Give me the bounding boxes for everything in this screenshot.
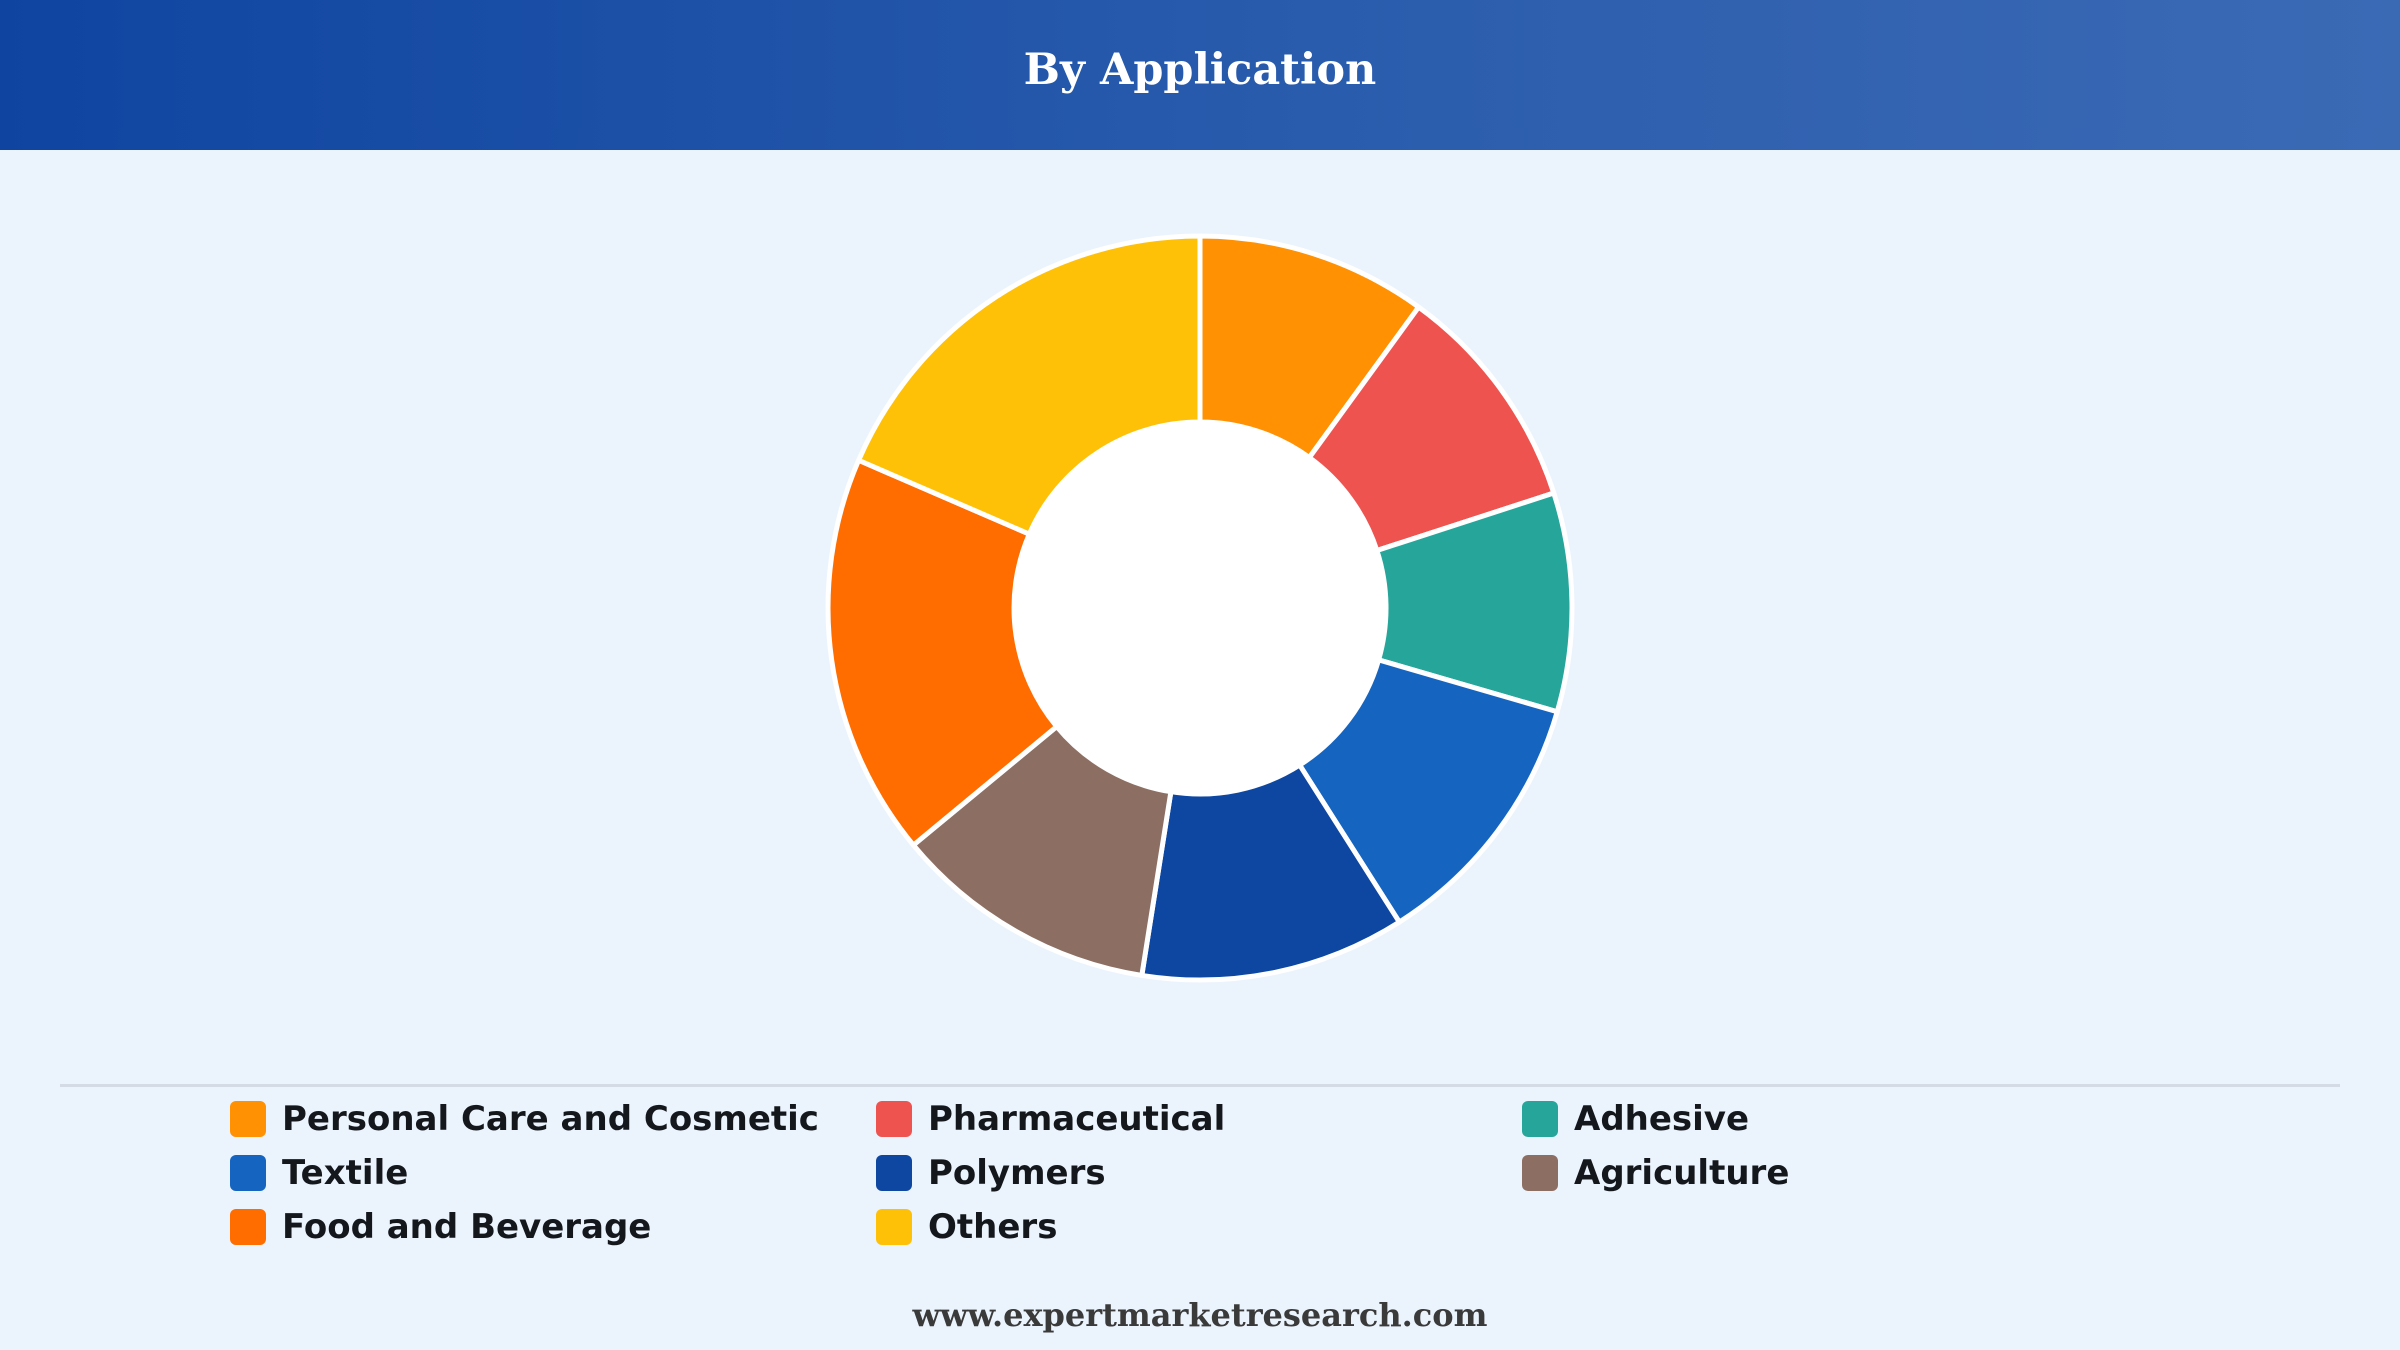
legend-label: Pharmaceutical [928, 1099, 1226, 1139]
legend-label: Textile [282, 1153, 409, 1193]
donut-slice-polymers[interactable] [1139, 762, 1402, 983]
legend-swatch [230, 1101, 266, 1137]
chart-area [0, 150, 2400, 1070]
source-footer: www.expertmarketresearch.com [912, 1296, 1488, 1334]
chart-legend: Personal Care and Cosmetic Pharmaceutica… [230, 1098, 2230, 1248]
legend-item-others[interactable]: Others [876, 1206, 1522, 1248]
legend-label: Food and Beverage [282, 1207, 652, 1247]
donut-hole [1016, 424, 1384, 792]
legend-item-agriculture[interactable]: Agriculture [1522, 1152, 2168, 1194]
legend-label: Agriculture [1574, 1153, 1790, 1193]
legend-label: Polymers [928, 1153, 1106, 1193]
chart-title: By Application [1023, 45, 1377, 95]
legend-label: Adhesive [1574, 1099, 1750, 1139]
legend-swatch [876, 1209, 912, 1245]
legend-swatch [876, 1155, 912, 1191]
legend-swatch [1522, 1155, 1558, 1191]
donut-slice-others[interactable] [856, 233, 1203, 537]
legend-item-textile[interactable]: Textile [230, 1152, 876, 1194]
legend-divider [60, 1084, 2340, 1087]
legend-swatch [1522, 1101, 1558, 1137]
legend-item-polymers[interactable]: Polymers [876, 1152, 1522, 1194]
donut-slice-agriculture[interactable] [910, 724, 1174, 978]
donut-slice-food-and-beverage[interactable] [825, 457, 1060, 848]
legend-item-adhesive[interactable]: Adhesive [1522, 1098, 2168, 1140]
header-banner: By Application [0, 0, 2400, 150]
donut-chart [825, 233, 1575, 983]
legend-item-pharmaceutical[interactable]: Pharmaceutical [876, 1098, 1522, 1140]
legend-item-personal-care[interactable]: Personal Care and Cosmetic [230, 1098, 876, 1140]
legend-label: Others [928, 1207, 1058, 1247]
legend-swatch [876, 1101, 912, 1137]
legend-item-food-and-beverage[interactable]: Food and Beverage [230, 1206, 876, 1248]
donut-slice-textile[interactable] [1297, 657, 1560, 925]
legend-swatch [230, 1209, 266, 1245]
legend-label: Personal Care and Cosmetic [282, 1099, 819, 1139]
legend-swatch [230, 1155, 266, 1191]
